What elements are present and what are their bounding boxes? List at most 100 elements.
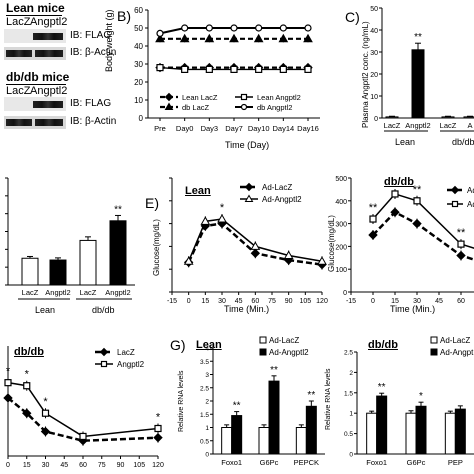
- G-lean-bar: [221, 427, 233, 455]
- b-data-point: [156, 63, 164, 72]
- dbdb-actin-band-2: [35, 119, 63, 126]
- panel-g-letter: G): [170, 337, 186, 353]
- G-lean-legend-swatch: [259, 348, 267, 356]
- b-x-tick-label: Day10: [248, 124, 270, 133]
- b-data-point: [255, 24, 263, 32]
- F-x-tick-label: 60: [79, 462, 87, 469]
- E-dbdb-significance: **: [457, 227, 466, 239]
- G-dbdb-bar: [405, 412, 417, 455]
- dbdb-flag-band: [33, 101, 63, 108]
- G-lean-significance: **: [233, 401, 241, 412]
- c-bar: [411, 49, 425, 119]
- b-legend-marker: [164, 92, 174, 102]
- b-data-point: [181, 65, 189, 74]
- b-data-point: [278, 33, 289, 43]
- dbdb-actin-band-1: [6, 119, 32, 126]
- panel-d-group-lean: Lean: [35, 305, 56, 315]
- E-dbdb-data-point: [457, 240, 465, 248]
- chart-b: 0 10 20 30 40 50 60 Pre Day0 Day3 Day7 Day10 Day14 Da…: [134, 6, 320, 133]
- E-lean-x-tick-label: 0: [187, 298, 191, 305]
- G-dbdb-significance: *: [419, 391, 423, 402]
- e-dbdb-legend-label: Ad-: [467, 200, 474, 209]
- E-dbdb-x-tick-label: 30: [413, 298, 421, 305]
- G-lean-x-tick-label: Foxo1: [221, 458, 242, 467]
- dbdb-actin-membrane: [4, 116, 66, 129]
- b-y-tick-label: 20: [134, 78, 143, 87]
- b-legend-label: db LacZ: [182, 103, 210, 112]
- F-x-tick-label: 0: [6, 462, 10, 469]
- f-legend-marker: [99, 347, 109, 357]
- b-y-tick-label: 40: [134, 42, 143, 51]
- b-y-tick-label: 0: [139, 114, 144, 123]
- G-lean-x-tick-label: G6Pc: [260, 458, 279, 467]
- panel-e-dbdb-xlabel: Time (Min.): [390, 304, 436, 314]
- E-dbdb-y-tick-label: 400: [335, 199, 347, 206]
- b-x-tick-label: Day3: [201, 124, 219, 133]
- dbdb-ib-actin-label: IB: β-Actin: [70, 116, 117, 127]
- G-lean-bar: [231, 415, 243, 455]
- panel-e-dbdb-title: db/db: [384, 176, 414, 188]
- chart-g-dbdb: 0 0.5 1 1.5 2 2.5 ** Foxo1 * G6Pc PEP Ad-LacZ Ad-Ang…: [344, 336, 474, 467]
- G-lean-x-tick-label: PEPCK: [294, 458, 319, 467]
- b-data-point: [179, 33, 190, 43]
- E-lean-x-tick-label: 60: [251, 298, 259, 305]
- chart-f: 0 15 30 45 60 75 90 105 120 * * * * LacZ Angptl2: [3, 346, 164, 469]
- E-dbdb-x-tick-label: 60: [457, 298, 465, 305]
- b-x-tick-label: Day0: [176, 124, 194, 133]
- b-data-point: [205, 24, 213, 32]
- c-bar: [385, 116, 399, 119]
- F-x-tick-label: 15: [23, 462, 31, 469]
- b-legend-label: Lean LacZ: [182, 93, 218, 102]
- G-dbdb-bar: [415, 405, 427, 455]
- G-dbdb-x-tick-label: Foxo1: [366, 458, 387, 467]
- E-lean-series-line: [187, 218, 323, 262]
- panel-d-group-dbdb: db/db: [92, 305, 115, 315]
- E-lean-significance: *: [220, 202, 225, 214]
- b-data-point: [303, 33, 313, 43]
- E-dbdb-data-point: [369, 215, 377, 223]
- lean-actin-band-1: [6, 50, 32, 57]
- c-y-tick-label: 40: [370, 28, 378, 35]
- c-y-tick-label: 10: [370, 94, 378, 101]
- G-lean-y-tick-label: 0.5: [200, 438, 209, 445]
- G-lean-y-tick-label: 1: [205, 425, 209, 432]
- b-legend-marker: [240, 103, 248, 111]
- b-data-point: [304, 24, 312, 32]
- F-data-point: [154, 424, 162, 433]
- G-dbdb-bar: [454, 408, 466, 455]
- e-dbdb-legend-marker: [450, 185, 460, 195]
- G-dbdb-bar: [444, 412, 456, 455]
- G-lean-bar: [258, 427, 270, 455]
- chart-d: LacZ Angptl2 LacZ ** Angptl2: [5, 177, 135, 300]
- c-y-tick-label: 30: [370, 50, 378, 57]
- G-dbdb-y-tick-label: 0.5: [344, 431, 353, 438]
- E-lean-data-point: [250, 241, 261, 250]
- G-dbdb-y-tick-label: 2.5: [344, 350, 353, 357]
- f-legend-label: Angptl2: [117, 360, 145, 369]
- panel-b-letter: B): [117, 8, 131, 24]
- E-lean-x-tick-label: 30: [218, 298, 226, 305]
- b-data-point: [255, 65, 263, 74]
- e-lean-legend-label: Ad-LacZ: [262, 183, 292, 192]
- e-lean-legend-marker: [244, 194, 254, 202]
- G-lean-significance: **: [270, 365, 278, 376]
- chart-e-lean: -15 0 15 30 45 60 75 90 105 120 * Ad-LacZ Ad-Angptl2: [167, 177, 328, 305]
- G-lean-legend-label: Ad-Angptl2: [269, 348, 309, 357]
- b-data-point: [279, 24, 287, 32]
- E-dbdb-data-point: [390, 207, 400, 217]
- b-data-point: [253, 33, 264, 43]
- b-data-point: [204, 33, 215, 43]
- E-lean-data-point: [217, 214, 227, 223]
- F-x-tick-label: 105: [133, 462, 145, 469]
- chart-g-lean: 0 0.5 1 1.5 2 2.5 3 3.5 4 ** Foxo1 ** G6Pc ** PEPCK Ad-…: [200, 336, 325, 467]
- E-dbdb-y-tick-label: 200: [335, 244, 347, 251]
- lean-mice-title: Lean mice: [6, 1, 65, 15]
- E-lean-data-point: [250, 248, 261, 258]
- c-x-tick-label: Angptl2: [405, 121, 430, 130]
- chart-c: 0 10 20 30 40 50 LacZ ** Angptl2 LacZ A: [370, 6, 474, 132]
- E-lean-x-tick-label: -15: [167, 298, 177, 305]
- c-y-tick-label: 0: [374, 116, 378, 123]
- b-x-tick-label: Day16: [297, 124, 319, 133]
- E-dbdb-y-tick-label: 500: [335, 176, 347, 183]
- dbdb-lane-lacz: LacZ: [6, 85, 31, 97]
